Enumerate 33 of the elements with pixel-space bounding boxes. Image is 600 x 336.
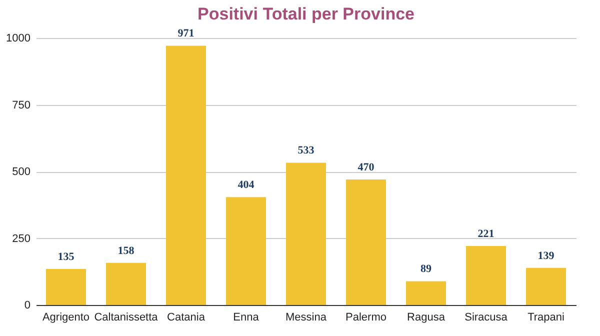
y-tick-label: 750 (12, 99, 30, 112)
chart-title: Positivi Totali per Province (198, 4, 414, 24)
x-tick-label: Siracusa (464, 312, 508, 324)
data-label: 158 (118, 244, 135, 257)
bar (106, 262, 146, 305)
x-tick-label: Palermo (346, 312, 386, 324)
data-label: 139 (538, 250, 555, 262)
data-label: 89 (420, 263, 432, 276)
data-label: 221 (478, 228, 494, 240)
data-label: 533 (298, 144, 315, 157)
x-tick-label: Catania (167, 312, 206, 324)
data-label: 404 (238, 179, 255, 192)
bar (166, 46, 206, 305)
data-label: 135 (58, 250, 75, 263)
bar (286, 162, 326, 305)
bar (466, 246, 506, 305)
x-tick-label: Messina (286, 312, 328, 324)
x-tick-label: Trapani (528, 312, 564, 324)
y-tick-label: 250 (12, 232, 30, 245)
x-tick-label: Agrigento (42, 312, 90, 324)
x-tick-label: Caltanissetta (94, 312, 159, 324)
bar (226, 197, 266, 305)
y-tick-label: 1000 (6, 32, 30, 44)
bar (526, 268, 566, 305)
x-tick-label: Ragusa (407, 312, 446, 324)
y-tick-label: 0 (24, 300, 30, 312)
data-label: 470 (358, 162, 375, 174)
bar (406, 281, 446, 305)
bar (46, 268, 86, 305)
y-tick-label: 500 (12, 166, 30, 178)
x-tick-label: Enna (233, 312, 260, 324)
bar (346, 180, 386, 305)
data-label: 971 (178, 28, 194, 40)
